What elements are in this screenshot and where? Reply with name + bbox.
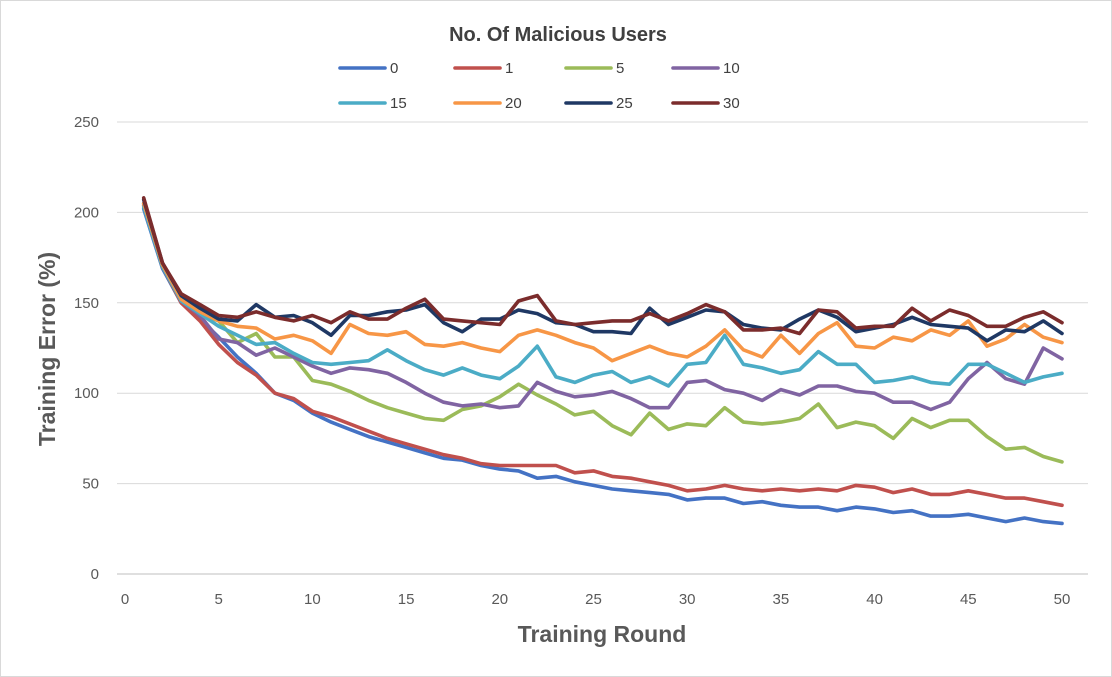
y-tick-label-100: 100: [74, 385, 99, 402]
series-layer: [141, 196, 1064, 526]
x-tick-label-50: 50: [1054, 591, 1071, 608]
series-line-30: [141, 196, 1064, 336]
x-tick-label-5: 5: [215, 591, 223, 608]
tick-layer: 0 50 100 150 200 250 0 5 10 15 20 25 30 35 40 45 50: [74, 114, 1070, 608]
legend-title: No. Of Malicious Users: [449, 24, 667, 46]
legend-label-10: 10: [723, 60, 740, 77]
series-line-1: [141, 201, 1064, 508]
y-tick-label-0: 0: [91, 566, 99, 583]
x-tick-label-40: 40: [866, 591, 883, 608]
series-line-25: [141, 197, 1064, 343]
legend-label-30: 30: [723, 95, 740, 112]
legend-label-5: 5: [616, 60, 624, 77]
legend-label-15: 15: [390, 95, 407, 112]
y-tick-label-200: 200: [74, 204, 99, 221]
x-axis-title: Training Round: [518, 621, 687, 647]
legend-label-25: 25: [616, 95, 633, 112]
y-axis-title: Training Error (%): [34, 252, 60, 446]
legend-label-0: 0: [390, 60, 398, 77]
series-line-10: [141, 203, 1064, 412]
x-tick-label-35: 35: [773, 591, 790, 608]
x-tick-label-25: 25: [585, 591, 602, 608]
series-line-5: [141, 203, 1064, 464]
x-tick-label-10: 10: [304, 591, 321, 608]
x-tick-label-45: 45: [960, 591, 977, 608]
x-tick-label-20: 20: [491, 591, 508, 608]
series-line-0: [141, 207, 1064, 526]
y-tick-label-50: 50: [82, 476, 99, 493]
y-tick-label-150: 150: [74, 295, 99, 312]
grid-layer: [117, 121, 1088, 575]
legend-label-20: 20: [505, 95, 522, 112]
series-line-20: [141, 201, 1064, 363]
x-tick-label-30: 30: [679, 591, 696, 608]
y-tick-label-250: 250: [74, 114, 99, 131]
x-tick-label-15: 15: [398, 591, 415, 608]
legend-label-1: 1: [505, 60, 513, 77]
series-line-15: [141, 205, 1064, 388]
x-tick-label-0: 0: [121, 591, 129, 608]
